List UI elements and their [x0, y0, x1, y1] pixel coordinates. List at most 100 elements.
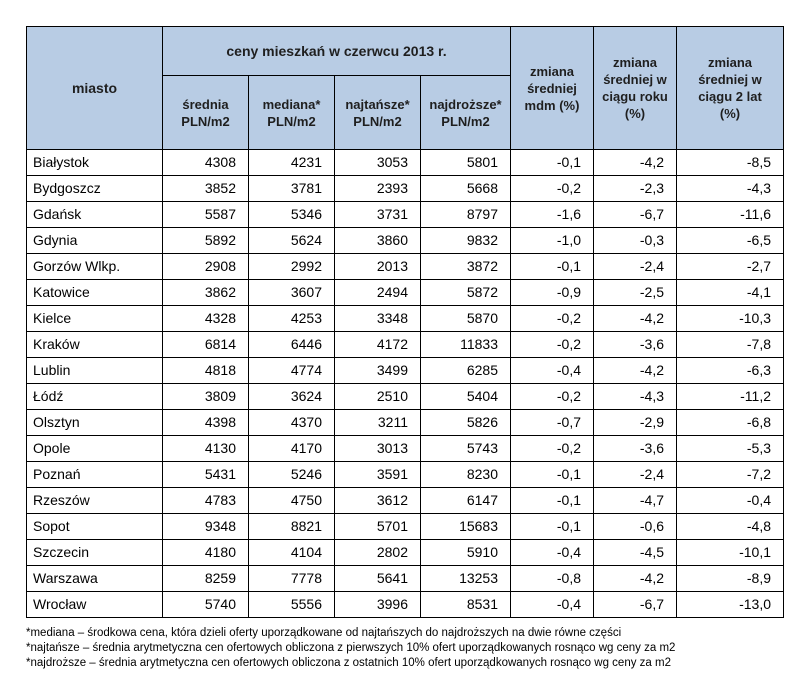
value-cell: 9832	[420, 227, 511, 254]
table-row: Szczecin 4180 4104 2802 5910 -0,4 -4,5 -10,1	[26, 539, 784, 566]
footnote-median: *mediana – środkowa cena, która dzieli o…	[26, 627, 622, 639]
table-row: Gdańsk 5587 5346 3731 8797 -1,6 -6,7 -11,6	[26, 201, 784, 228]
value-cell: -0,1	[510, 513, 594, 540]
value-cell: 5801	[420, 149, 511, 176]
table-row: Rzeszów 4783 4750 3612 6147 -0,1 -4,7 -0,4	[26, 487, 784, 514]
value-cell: 3731	[334, 201, 421, 228]
value-cell: -0,2	[510, 435, 594, 462]
value-cell: -0,1	[510, 253, 594, 280]
value-cell: -4,3	[593, 383, 677, 410]
value-cell: -10,1	[676, 539, 784, 566]
value-cell: -6,5	[676, 227, 784, 254]
value-cell: 5872	[420, 279, 511, 306]
header-city: miasto	[26, 26, 163, 150]
value-cell: 9348	[162, 513, 249, 540]
value-cell: -4,5	[593, 539, 677, 566]
table-row: Wrocław 5740 5556 3996 8531 -0,4 -6,7 -13,0	[26, 591, 784, 618]
value-cell: 5431	[162, 461, 249, 488]
value-cell: -4,7	[593, 487, 677, 514]
value-cell: 5743	[420, 435, 511, 462]
city-cell: Sopot	[26, 513, 163, 540]
footnote-cheapest: *najtańsze – średnia arytmetyczna cen of…	[26, 642, 676, 654]
table-row: Bydgoszcz 3852 3781 2393 5668 -0,2 -2,3 -4,3	[26, 175, 784, 202]
value-cell: 5556	[248, 591, 335, 618]
table-body: Białystok 4308 4231 3053 5801 -0,1 -4,2 -8,5 Byd…	[26, 149, 784, 618]
value-cell: 8821	[248, 513, 335, 540]
value-cell: -6,7	[593, 591, 677, 618]
table-row: Warszawa 8259 7778 5641 13253 -0,8 -4,2 -8,9	[26, 565, 784, 592]
table-row: Gdynia 5892 5624 3860 9832 -1,0 -0,3 -6,5	[26, 227, 784, 254]
value-cell: 6446	[248, 331, 335, 358]
value-cell: 4398	[162, 409, 249, 436]
value-cell: 4328	[162, 305, 249, 332]
city-cell: Lublin	[26, 357, 163, 384]
value-cell: 7778	[248, 565, 335, 592]
value-cell: -0,2	[510, 175, 594, 202]
value-cell: 5246	[248, 461, 335, 488]
value-cell: 5641	[334, 565, 421, 592]
value-cell: -0,2	[510, 305, 594, 332]
table-row: Białystok 4308 4231 3053 5801 -0,1 -4,2 -8,5	[26, 149, 784, 176]
value-cell: -4,8	[676, 513, 784, 540]
value-cell: 3612	[334, 487, 421, 514]
value-cell: 2494	[334, 279, 421, 306]
value-cell: -6,3	[676, 357, 784, 384]
table-row: Lublin 4818 4774 3499 6285 -0,4 -4,2 -6,3	[26, 357, 784, 384]
value-cell: -0,4	[510, 539, 594, 566]
city-cell: Wrocław	[26, 591, 163, 618]
city-cell: Olsztyn	[26, 409, 163, 436]
value-cell: -0,1	[510, 487, 594, 514]
value-cell: -0,3	[593, 227, 677, 254]
header-average: średnia PLN/m2	[162, 75, 249, 150]
header-change-2y: zmiana średniej w ciągu 2 lat (%)	[676, 26, 784, 150]
header-group: ceny mieszkań w czerwcu 2013 r.	[162, 26, 511, 76]
city-cell: Kielce	[26, 305, 163, 332]
header-most-expensive: najdroższe* PLN/m2	[420, 75, 511, 150]
table-row: Katowice 3862 3607 2494 5872 -0,9 -2,5 -4,1	[26, 279, 784, 306]
value-cell: 2908	[162, 253, 249, 280]
city-cell: Gdynia	[26, 227, 163, 254]
value-cell: 3852	[162, 175, 249, 202]
value-cell: -1,6	[510, 201, 594, 228]
value-cell: 2802	[334, 539, 421, 566]
value-cell: -0,9	[510, 279, 594, 306]
value-cell: -7,8	[676, 331, 784, 358]
value-cell: -0,8	[510, 565, 594, 592]
value-cell: -4,2	[593, 357, 677, 384]
table-row: Kraków 6814 6446 4172 11833 -0,2 -3,6 -7,8	[26, 331, 784, 358]
value-cell: 5346	[248, 201, 335, 228]
table-row: Kielce 4328 4253 3348 5870 -0,2 -4,2 -10,3	[26, 305, 784, 332]
value-cell: 8531	[420, 591, 511, 618]
value-cell: 4170	[248, 435, 335, 462]
value-cell: -0,4	[510, 591, 594, 618]
value-cell: 3872	[420, 253, 511, 280]
value-cell: 15683	[420, 513, 511, 540]
value-cell: -6,8	[676, 409, 784, 436]
value-cell: 3624	[248, 383, 335, 410]
value-cell: 4253	[248, 305, 335, 332]
value-cell: -5,3	[676, 435, 784, 462]
value-cell: 3348	[334, 305, 421, 332]
city-cell: Gdańsk	[26, 201, 163, 228]
value-cell: -0,1	[510, 461, 594, 488]
value-cell: 4104	[248, 539, 335, 566]
value-cell: -0,4	[676, 487, 784, 514]
value-cell: -3,6	[593, 331, 677, 358]
value-cell: -11,2	[676, 383, 784, 410]
header-change-year: zmiana średniej w ciągu roku (%)	[593, 26, 677, 150]
city-cell: Katowice	[26, 279, 163, 306]
value-cell: 3053	[334, 149, 421, 176]
city-cell: Warszawa	[26, 565, 163, 592]
city-cell: Rzeszów	[26, 487, 163, 514]
value-cell: 4172	[334, 331, 421, 358]
city-cell: Poznań	[26, 461, 163, 488]
table-row: Poznań 5431 5246 3591 8230 -0,1 -2,4 -7,2	[26, 461, 784, 488]
value-cell: 6147	[420, 487, 511, 514]
value-cell: -0,4	[510, 357, 594, 384]
value-cell: -2,4	[593, 461, 677, 488]
value-cell: 3591	[334, 461, 421, 488]
value-cell: 5668	[420, 175, 511, 202]
value-cell: -6,7	[593, 201, 677, 228]
value-cell: -2,3	[593, 175, 677, 202]
city-cell: Gorzów Wlkp.	[26, 253, 163, 280]
